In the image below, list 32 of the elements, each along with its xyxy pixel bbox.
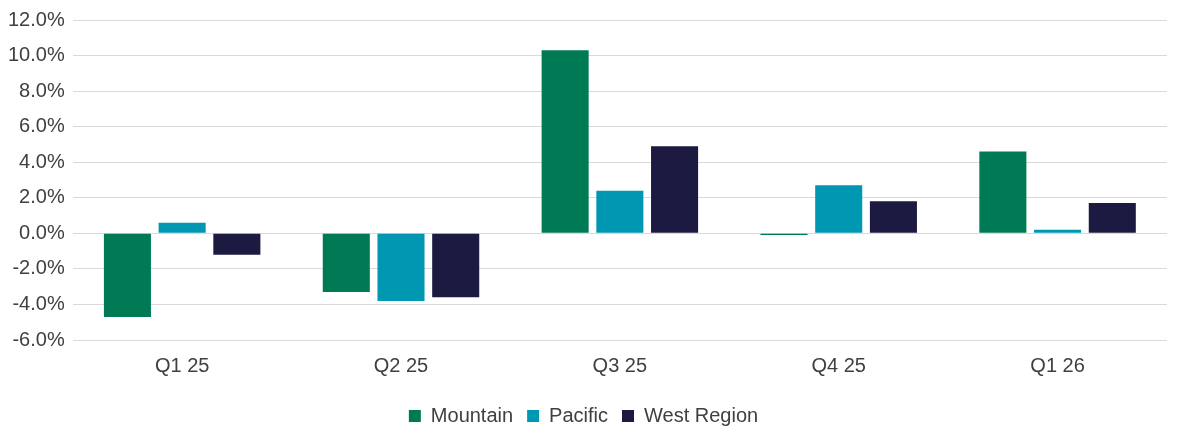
y-tick-label: 0.0% (19, 220, 65, 243)
legend-label: West Region (644, 403, 759, 426)
y-tick-label: 2.0% (19, 185, 65, 208)
bar (1088, 203, 1136, 233)
y-tick-label: -2.0% (12, 256, 65, 279)
x-tick-label: Q3 25 (592, 353, 648, 376)
legend-label: Mountain (430, 403, 514, 426)
y-tick-label: 10.0% (7, 43, 65, 66)
bar (869, 201, 917, 233)
bar (596, 190, 644, 233)
y-tick-label: 8.0% (19, 78, 65, 101)
bar (322, 233, 370, 292)
x-tick-label: Q1 25 (154, 353, 210, 376)
legend-label: Pacific (549, 403, 609, 426)
bar (432, 233, 480, 298)
bar (377, 233, 425, 301)
bar (1034, 229, 1082, 233)
y-tick-label: 4.0% (19, 149, 65, 172)
bar (815, 185, 863, 233)
bar (213, 233, 261, 255)
y-tick-label: -6.0% (12, 327, 65, 350)
x-tick-label: Q4 25 (811, 353, 866, 376)
y-tick-label: -4.0% (12, 291, 65, 314)
bar (651, 146, 699, 233)
y-tick-label: 6.0% (19, 114, 65, 137)
bar (541, 50, 589, 233)
y-tick-label: 12.0% (7, 7, 65, 30)
bar (103, 233, 151, 317)
x-tick-label: Q2 25 (373, 353, 429, 376)
bar (158, 222, 206, 233)
x-tick-label: Q1 26 (1030, 353, 1085, 376)
bar (979, 151, 1027, 233)
